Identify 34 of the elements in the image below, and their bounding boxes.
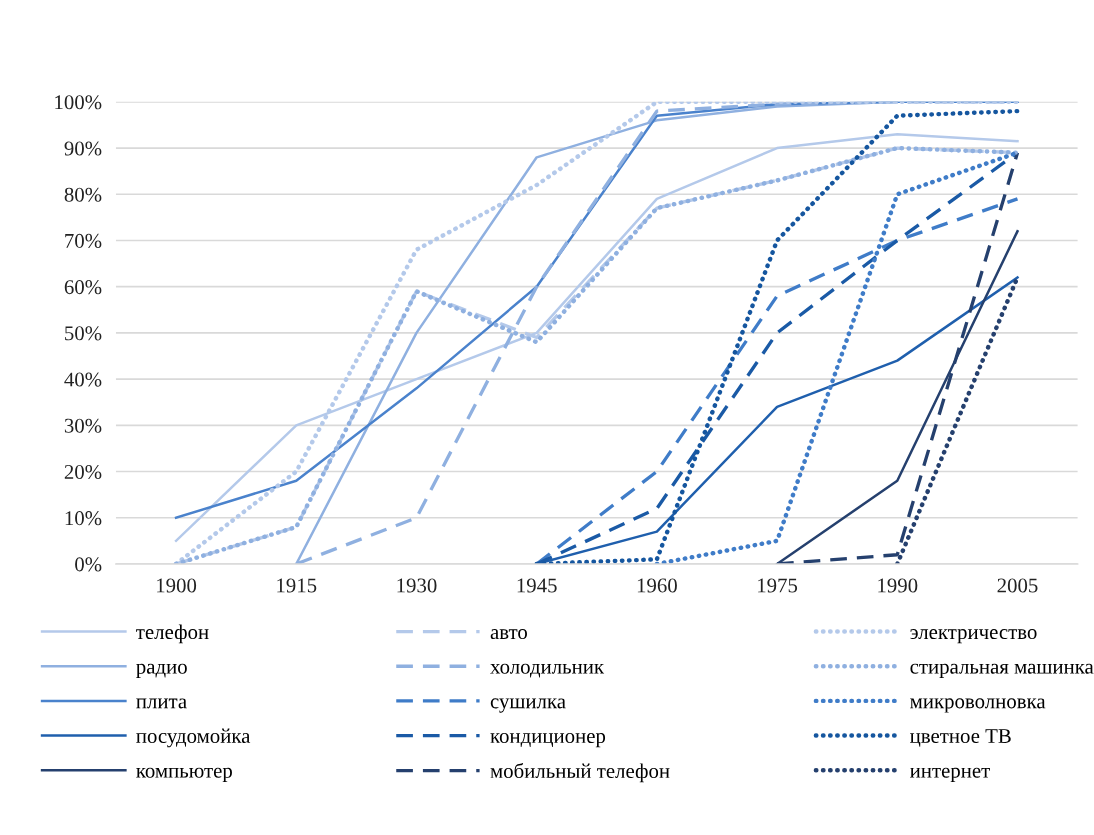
legend-label: сушилка	[490, 698, 566, 713]
legend-label: цветное ТВ	[910, 729, 1011, 747]
y-tick-label: 100%	[55, 95, 102, 110]
legend-label: холодильник	[490, 663, 605, 678]
y-tick-label: 0%	[75, 557, 102, 572]
x-tick-label: 2005	[997, 578, 1038, 593]
legend-label: посудомойка	[136, 728, 251, 748]
x-tick-label: 1990	[878, 578, 918, 593]
y-tick-label: 90%	[64, 141, 102, 156]
y-tick-label: 20%	[64, 464, 102, 480]
legend-label: микроволновка	[910, 698, 1046, 713]
x-tick-label: 1960	[637, 578, 677, 593]
legend-label: телефон	[136, 624, 209, 644]
x-tick-label: 1915	[277, 578, 317, 593]
x-tick-label: 1930	[397, 578, 437, 593]
y-tick-label: 50%	[65, 326, 102, 341]
legend-label: интернет	[910, 767, 990, 782]
x-tick-label: 1975	[758, 578, 798, 593]
legend-label: радио	[136, 663, 187, 678]
legend-label: авто	[490, 629, 527, 640]
legend-label: мобильный телефон	[490, 762, 670, 783]
legend-label: стиральная машинка	[910, 663, 1094, 678]
x-tick-label: 1945	[517, 578, 557, 593]
x-tick-label: 1900	[157, 578, 197, 593]
y-tick-label: 40%	[64, 372, 102, 387]
legend-label: плита	[136, 698, 187, 709]
y-tick-label: 10%	[65, 511, 102, 526]
y-tick-label: 60%	[64, 280, 102, 295]
y-tick-label: 30%	[64, 418, 102, 433]
legend-label: кондиционер	[490, 733, 606, 748]
legend-label: компьютер	[136, 767, 232, 782]
y-tick-label: 80%	[64, 187, 102, 202]
legend-label: электричество	[910, 629, 1037, 644]
y-tick-label: 70%	[65, 233, 102, 248]
